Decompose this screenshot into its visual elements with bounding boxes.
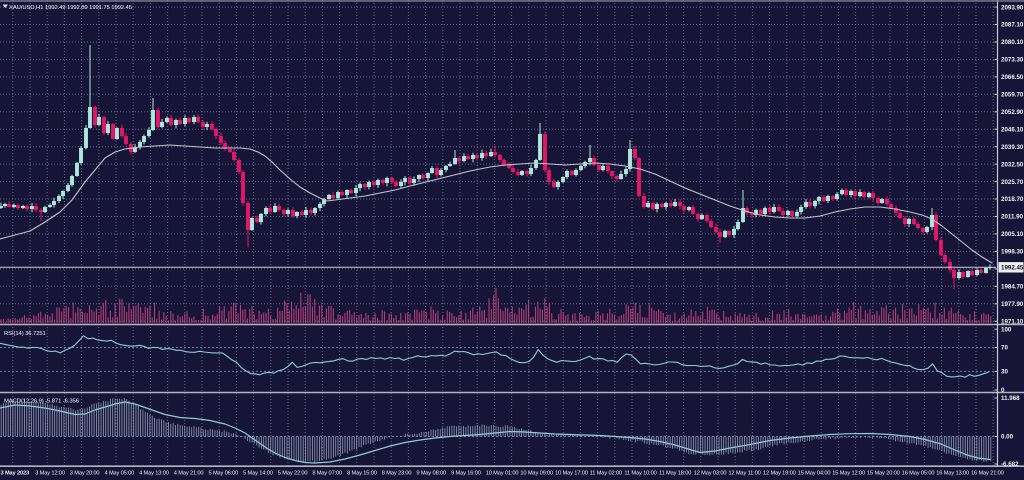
svg-text:RSI(14) 36.7251: RSI(14) 36.7251	[4, 331, 46, 337]
svg-text:12 May 03:00: 12 May 03:00	[694, 471, 727, 477]
svg-text:1977.90: 1977.90	[1001, 301, 1024, 308]
svg-text:-6.682: -6.682	[1001, 461, 1019, 468]
svg-text:10 May 01:00: 10 May 01:00	[486, 471, 519, 477]
svg-text:2059.70: 2059.70	[1001, 92, 1024, 99]
svg-text:2032.50: 2032.50	[1001, 161, 1024, 168]
svg-text:5 May 22:00: 5 May 22:00	[278, 471, 308, 477]
svg-text:4 May 21:00: 4 May 21:00	[174, 471, 204, 477]
svg-text:4 May 05:00: 4 May 05:00	[105, 471, 135, 477]
svg-text:8 May 23:00: 8 May 23:00	[382, 471, 412, 477]
svg-text:15 May 04:00: 15 May 04:00	[798, 471, 831, 477]
svg-text:10 May 17:00: 10 May 17:00	[555, 471, 588, 477]
svg-text:2080.10: 2080.10	[1001, 39, 1024, 46]
svg-text:15 May 12:00: 15 May 12:00	[832, 471, 865, 477]
svg-text:MACD(12,26,9) -5.871 -6.356: MACD(12,26,9) -5.871 -6.356	[4, 399, 80, 405]
svg-text:2011.90: 2011.90	[1001, 214, 1024, 221]
svg-text:2093.90: 2093.90	[1001, 4, 1024, 11]
svg-text:2073.30: 2073.30	[1001, 57, 1024, 64]
svg-text:1992.45: 1992.45	[1001, 265, 1024, 272]
svg-text:11.968: 11.968	[1001, 395, 1020, 402]
svg-text:4 May 13:00: 4 May 13:00	[139, 471, 169, 477]
svg-text:1984.70: 1984.70	[1001, 284, 1024, 291]
svg-text:0: 0	[1001, 387, 1005, 394]
svg-text:2005.10: 2005.10	[1001, 231, 1024, 238]
svg-text:10 May 09:00: 10 May 09:00	[520, 471, 553, 477]
svg-text:30: 30	[1001, 369, 1008, 376]
svg-text:100: 100	[1001, 326, 1012, 333]
svg-text:11 May 10:00: 11 May 10:00	[624, 471, 656, 477]
svg-text:16 May 21:00: 16 May 21:00	[971, 471, 1004, 477]
svg-text:XAU/USD,H1 1992.49 1992.89 19: XAU/USD,H1 1992.49 1992.89 1991.75 1992.…	[9, 5, 133, 11]
svg-text:3 May 12:00: 3 May 12:00	[35, 471, 65, 477]
svg-text:1971.10: 1971.10	[1001, 318, 1024, 325]
svg-text:12 May 11:00: 12 May 11:00	[728, 471, 760, 477]
svg-text:5 May 06:00: 5 May 06:00	[209, 471, 239, 477]
svg-text:11 May 18:00: 11 May 18:00	[659, 471, 691, 477]
svg-text:16 May 05:00: 16 May 05:00	[902, 471, 935, 477]
svg-text:0.00: 0.00	[1001, 434, 1014, 441]
svg-text:9 May 16:00: 9 May 16:00	[451, 471, 481, 477]
svg-text:2025.70: 2025.70	[1001, 179, 1024, 186]
svg-text:8 May 15:00: 8 May 15:00	[347, 471, 377, 477]
svg-text:2039.30: 2039.30	[1001, 144, 1024, 151]
svg-text:2052.90: 2052.90	[1001, 109, 1024, 116]
svg-text:2018.70: 2018.70	[1001, 196, 1024, 203]
svg-text:11 May 02:00: 11 May 02:00	[590, 471, 622, 477]
svg-text:3 May 20:00: 3 May 20:00	[70, 471, 100, 477]
svg-text:9 May 08:00: 9 May 08:00	[416, 471, 446, 477]
svg-text:2066.50: 2066.50	[1001, 74, 1024, 81]
svg-text:5 May 14:00: 5 May 14:00	[243, 471, 273, 477]
svg-text:2087.10: 2087.10	[1001, 22, 1024, 29]
svg-text:70: 70	[1001, 345, 1008, 352]
svg-text:12 May 19:00: 12 May 19:00	[763, 471, 796, 477]
svg-text:15 May 20:00: 15 May 20:00	[867, 471, 900, 477]
svg-text:2046.10: 2046.10	[1001, 126, 1024, 133]
svg-text:16 May 13:00: 16 May 13:00	[936, 471, 969, 477]
svg-text:8 May 07:00: 8 May 07:00	[312, 471, 342, 477]
svg-text:1998.30: 1998.30	[1001, 249, 1024, 256]
svg-text:3 May 2023: 3 May 2023	[1, 471, 30, 477]
